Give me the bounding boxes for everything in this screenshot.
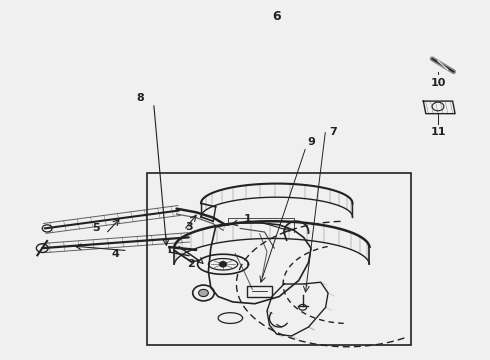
Bar [247, 286, 272, 297]
Circle shape [219, 261, 227, 267]
Text: 11: 11 [430, 127, 446, 136]
Text: 5: 5 [92, 224, 100, 233]
Text: 7: 7 [329, 127, 337, 136]
Text: 10: 10 [430, 78, 446, 88]
Text: 3: 3 [185, 222, 193, 231]
Text: 9: 9 [307, 138, 315, 147]
Text: 4: 4 [112, 248, 120, 258]
Bar [147, 173, 411, 345]
Text: 1: 1 [244, 215, 251, 224]
Text: 8: 8 [136, 93, 144, 103]
Text: 2: 2 [187, 259, 195, 269]
Text: 6: 6 [272, 10, 281, 23]
Circle shape [198, 289, 208, 297]
